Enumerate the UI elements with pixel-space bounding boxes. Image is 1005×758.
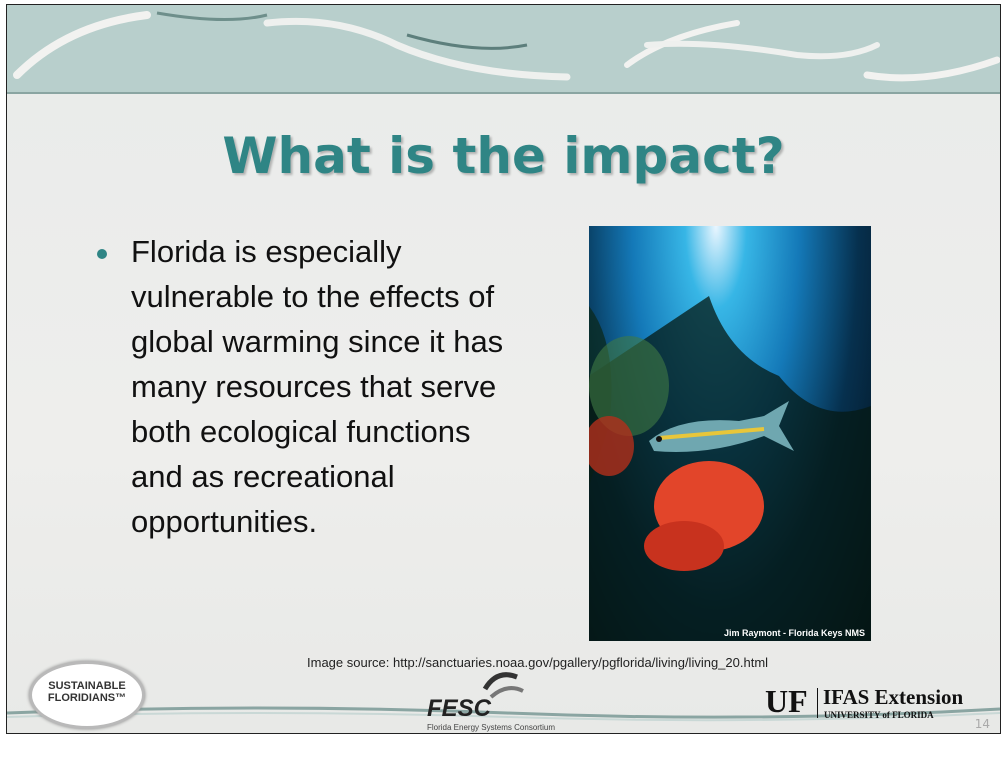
photo-art bbox=[589, 296, 871, 641]
uf-name: IFAS Extension bbox=[823, 685, 964, 709]
slide: What is the impact? Florida is especiall… bbox=[6, 4, 1001, 734]
bullet-dot bbox=[97, 249, 107, 259]
logo-text: FLORIDIANS™ bbox=[47, 692, 127, 704]
slide-number: 14 bbox=[974, 717, 990, 731]
image-source: Image source: http://sanctuaries.noaa.go… bbox=[307, 655, 769, 670]
slide-title: What is the impact? bbox=[222, 127, 785, 185]
bullet-text: Florida is especially vulnerable to the … bbox=[131, 234, 504, 539]
uf-divider bbox=[817, 688, 818, 718]
uf-sub: UNIVERSITY of FLORIDA bbox=[824, 710, 934, 720]
fesc-icon bbox=[482, 672, 524, 699]
logo-text: SUSTAINABLE bbox=[48, 680, 126, 692]
sustainable-logo: SUSTAINABLE FLORIDIANS™ bbox=[29, 661, 145, 729]
fesc-full: Florida Energy Systems Consortium bbox=[427, 723, 556, 732]
fesc-name: FESC bbox=[427, 695, 492, 722]
image-credit: Jim Raymont - Florida Keys NMS bbox=[723, 628, 865, 638]
uf-mark: UF bbox=[765, 683, 808, 719]
bottom-wave bbox=[7, 706, 1000, 722]
reef-photo: Jim Raymont - Florida Keys NMS bbox=[589, 226, 871, 641]
top-band bbox=[7, 5, 1000, 94]
